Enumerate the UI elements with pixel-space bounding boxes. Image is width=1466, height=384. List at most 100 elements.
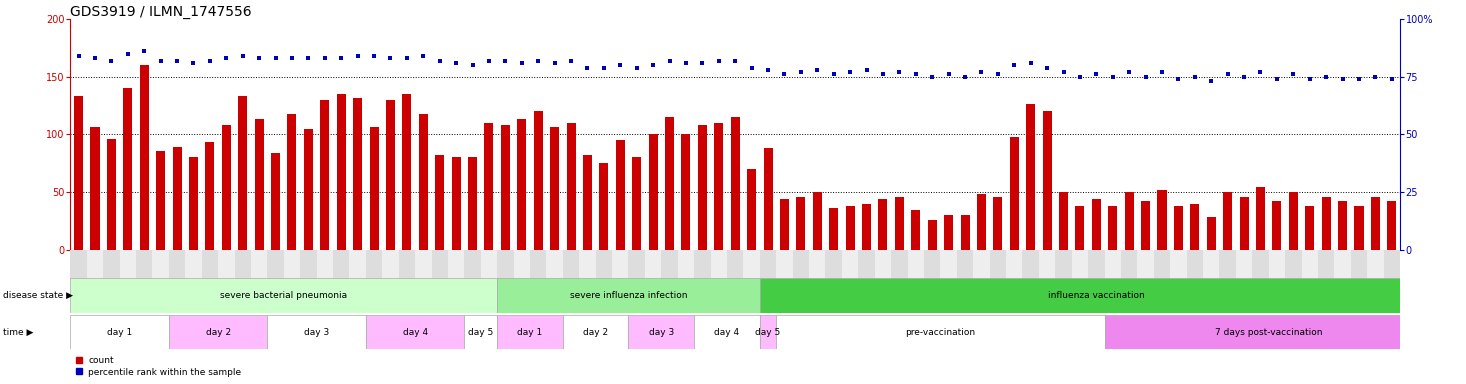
Bar: [776, 315, 1104, 349]
Point: [1281, 71, 1305, 78]
Text: day 2: day 2: [205, 328, 230, 337]
Bar: [218, 250, 235, 280]
Text: day 1: day 1: [107, 328, 132, 337]
Bar: [157, 151, 166, 250]
Bar: [419, 114, 428, 250]
Point: [478, 58, 501, 64]
Point: [132, 48, 155, 55]
Bar: [1305, 206, 1314, 250]
Bar: [386, 100, 394, 250]
Bar: [267, 315, 366, 349]
Bar: [858, 250, 875, 280]
Bar: [894, 197, 905, 250]
Bar: [730, 117, 740, 250]
Bar: [613, 250, 629, 280]
Bar: [748, 169, 756, 250]
Point: [428, 58, 452, 64]
Point: [724, 58, 748, 64]
Bar: [1138, 250, 1154, 280]
Bar: [632, 157, 641, 250]
Point: [625, 65, 648, 71]
Bar: [1170, 250, 1186, 280]
Bar: [1026, 104, 1035, 250]
Text: day 5: day 5: [468, 328, 494, 337]
Point: [1019, 60, 1042, 66]
Bar: [301, 250, 317, 280]
Text: time ▶: time ▶: [3, 328, 34, 337]
Bar: [1010, 137, 1019, 250]
Bar: [759, 278, 1432, 313]
Point: [460, 62, 484, 68]
Point: [905, 71, 928, 78]
Point: [182, 60, 205, 66]
Point: [839, 69, 862, 75]
Point: [576, 65, 600, 71]
Bar: [501, 125, 510, 250]
Bar: [595, 250, 613, 280]
Bar: [189, 157, 198, 250]
Point: [1265, 76, 1289, 82]
Point: [740, 65, 764, 71]
Bar: [1204, 250, 1220, 280]
Bar: [990, 250, 1006, 280]
Bar: [1006, 250, 1022, 280]
Bar: [912, 210, 921, 250]
Bar: [711, 250, 727, 280]
Point: [1167, 76, 1190, 82]
Bar: [287, 114, 296, 250]
Bar: [764, 148, 773, 250]
Bar: [579, 250, 595, 280]
Bar: [928, 220, 937, 250]
Bar: [976, 194, 987, 250]
Bar: [547, 250, 563, 280]
Point: [248, 55, 271, 61]
Bar: [237, 96, 248, 250]
Point: [116, 51, 139, 57]
Point: [232, 53, 255, 59]
Bar: [695, 250, 711, 280]
Bar: [1355, 206, 1363, 250]
Bar: [465, 250, 481, 280]
Point: [969, 69, 992, 75]
Bar: [682, 134, 690, 250]
Bar: [517, 119, 526, 250]
Bar: [1384, 250, 1400, 280]
Bar: [1302, 250, 1318, 280]
Bar: [846, 206, 855, 250]
Text: 7 days post-vaccination: 7 days post-vaccination: [1215, 328, 1322, 337]
Point: [346, 53, 369, 59]
Bar: [1104, 315, 1432, 349]
Bar: [465, 315, 497, 349]
Bar: [648, 134, 658, 250]
Point: [789, 69, 812, 75]
Point: [642, 62, 666, 68]
Point: [100, 58, 123, 64]
Bar: [994, 197, 1003, 250]
Point: [396, 55, 419, 61]
Point: [690, 60, 714, 66]
Bar: [513, 250, 531, 280]
Point: [214, 55, 237, 61]
Text: day 2: day 2: [583, 328, 608, 337]
Bar: [1154, 250, 1170, 280]
Bar: [1104, 250, 1121, 280]
Bar: [255, 119, 264, 250]
Bar: [666, 117, 674, 250]
Bar: [152, 250, 169, 280]
Bar: [1256, 187, 1265, 250]
Text: disease state ▶: disease state ▶: [3, 291, 73, 300]
Bar: [924, 250, 940, 280]
Point: [1297, 76, 1321, 82]
Bar: [629, 315, 695, 349]
Bar: [677, 250, 695, 280]
Bar: [431, 250, 449, 280]
Bar: [173, 147, 182, 250]
Point: [526, 58, 550, 64]
Bar: [875, 250, 891, 280]
Point: [1233, 74, 1256, 80]
Bar: [1121, 250, 1138, 280]
Bar: [1272, 201, 1281, 250]
Bar: [776, 250, 793, 280]
Bar: [1318, 250, 1334, 280]
Bar: [583, 155, 592, 250]
